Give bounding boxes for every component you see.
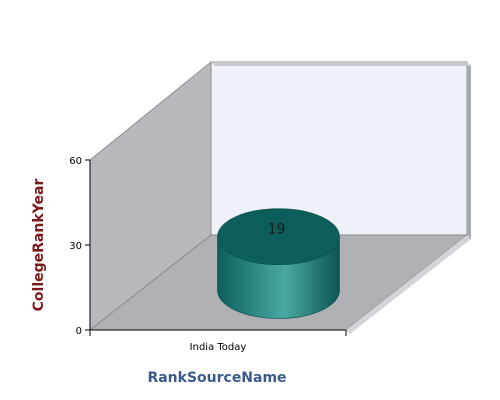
y-axis-title: CollegeRankYear — [31, 179, 47, 312]
back-wall-shade — [467, 62, 471, 239]
y-tick-label: 30 — [69, 241, 82, 252]
x-tick-label: India Today — [190, 342, 247, 353]
bar-top — [217, 208, 340, 265]
back-wall-shade-top — [211, 62, 471, 66]
floor-edge — [346, 235, 471, 334]
bars: 19 — [217, 208, 340, 319]
back-wall — [210, 61, 468, 236]
x-ticks: India Today — [89, 330, 347, 353]
data-label: 19 — [268, 222, 286, 238]
bar: 19 — [217, 208, 340, 319]
y-tick-label: 60 — [69, 156, 82, 167]
y-ticks: 0 30 60 — [69, 156, 90, 337]
y-tick-label: 0 — [76, 326, 82, 337]
x-axis-title: RankSourceName — [147, 370, 286, 386]
